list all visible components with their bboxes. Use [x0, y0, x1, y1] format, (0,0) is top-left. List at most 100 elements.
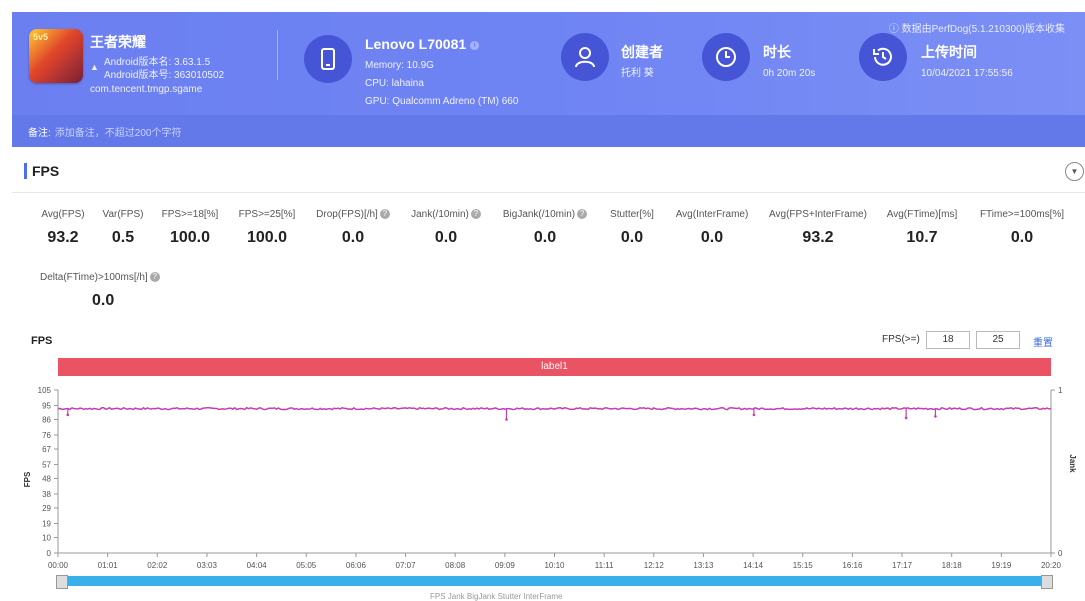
info-icon: ⓘ — [888, 24, 899, 35]
user-icon — [561, 33, 609, 81]
metric-2: Var(FPS) 0.5 — [63, 209, 183, 247]
x-tick-label: 03:03 — [197, 561, 218, 570]
y-tick-label: 86 — [42, 415, 51, 424]
remark-bar: 备注: 添加备注，不超过200个字符 — [12, 115, 1085, 147]
section-divider — [12, 192, 1085, 193]
fps-threshold-high-input[interactable]: 25 — [976, 331, 1020, 349]
report-header: ⓘ 数据由PerfDog(5.1.210300)版本收集 5v5 王者荣耀 ▲ … — [12, 12, 1085, 147]
x-tick-label: 01:01 — [98, 561, 119, 570]
remark-field[interactable]: 备注: 添加备注，不超过200个字符 — [28, 124, 181, 139]
metric-8: Stutter[%] 0.0 — [572, 209, 692, 247]
metric-value: 0.0 — [700, 229, 724, 246]
fps-dip-point — [904, 416, 908, 420]
help-icon[interactable]: ? — [149, 272, 160, 283]
help-icon[interactable]: ? — [470, 209, 481, 220]
fps-dip-point — [505, 418, 508, 421]
scroll-handle-right[interactable] — [1041, 575, 1053, 589]
x-tick-label: 00:00 — [48, 561, 69, 570]
fps-threshold-low-input[interactable]: 18 — [926, 331, 970, 349]
label-bar[interactable]: label1 — [58, 358, 1051, 376]
x-tick-label: 09:09 — [495, 561, 516, 570]
metric-13: Delta(FTime)>100ms[/h]? 0.0 — [40, 272, 160, 310]
chart-legend: FPS Jank BigJank Stutter InterFrame — [430, 592, 563, 601]
metric-value: 0.5 — [111, 229, 135, 246]
x-tick-label: 16:16 — [842, 561, 863, 570]
metric-value: 93.2 — [47, 229, 79, 246]
app-package: com.tencent.tmgp.sgame — [90, 84, 203, 95]
metric-5: Drop(FPS)[/h]? 0.0 — [293, 209, 413, 247]
metric-label: Avg(FPS+InterFrame) — [769, 209, 867, 220]
clock-icon — [702, 33, 750, 81]
x-tick-label: 12:12 — [644, 561, 665, 570]
metric-3: FPS>=18[%] 100.0 — [130, 209, 250, 247]
metric-1: Avg(FPS) 93.2 — [3, 209, 123, 247]
metric-value: 0.0 — [341, 229, 365, 246]
metric-6: Jank(/10min)? 0.0 — [386, 209, 506, 247]
y-tick-label: 38 — [42, 490, 51, 499]
upload-value: 10/04/2021 17:55:56 — [921, 68, 1013, 79]
phone-icon — [304, 35, 352, 83]
metric-label: Delta(FTime)>100ms[/h]? — [40, 272, 160, 283]
reset-button[interactable]: 重置 — [1033, 338, 1053, 349]
metric-value: 0.0 — [620, 229, 644, 246]
app-version: Android版本名: 3.63.1.5 Android版本号: 3630105… — [104, 57, 225, 81]
y-tick-label: 48 — [42, 474, 51, 483]
duration-title: 时长 — [763, 44, 791, 60]
android-icon: ▲ — [90, 62, 99, 72]
metric-value: 10.7 — [906, 229, 938, 246]
collector-notice: ⓘ 数据由PerfDog(5.1.210300)版本收集 — [888, 24, 1065, 35]
fps-dip-point — [66, 413, 70, 417]
metric-value: 100.0 — [169, 229, 211, 246]
x-tick-label: 13:13 — [693, 561, 714, 570]
upload-title: 上传时间 — [921, 44, 977, 60]
metric-7: BigJank(/10min)? 0.0 — [485, 209, 605, 247]
fps-chart[interactable]: 0 10 19 29 38 48 57 67 76 86 95 105 0 1 00:00 01:01 02:0… — [0, 380, 1085, 575]
x-tick-label: 10:10 — [544, 561, 565, 570]
y2-axis-label: Jank — [1068, 454, 1077, 473]
help-icon[interactable]: ? — [379, 209, 390, 220]
creator-title: 创建者 — [621, 44, 663, 60]
metric-12: FTime>=100ms[%] 0.0 — [962, 209, 1082, 247]
y-tick-label: 105 — [38, 386, 52, 395]
history-icon — [859, 33, 907, 81]
chevron-down-icon[interactable]: ▼ — [1065, 162, 1084, 181]
metric-value: 0.0 — [1010, 229, 1034, 246]
timeline-scrollbar[interactable] — [56, 575, 1053, 589]
x-tick-label: 20:20 — [1041, 561, 1062, 570]
y-tick-label: 10 — [42, 533, 51, 542]
x-tick-label: 15:15 — [793, 561, 814, 570]
y-tick-label: 19 — [42, 520, 51, 529]
metric-label: Jank(/10min)? — [386, 209, 506, 220]
y-tick-label: 0 — [47, 549, 52, 558]
section-title: FPS — [24, 163, 59, 179]
metric-label: Drop(FPS)[/h]? — [293, 209, 413, 220]
metric-4: FPS>=25[%] 100.0 — [207, 209, 327, 247]
header-divider — [277, 30, 278, 80]
device-name: Lenovo L70081 i — [365, 36, 480, 52]
metric-label: Var(FPS) — [102, 209, 144, 220]
metric-value: 0.0 — [92, 292, 115, 309]
scroll-handle-left[interactable] — [56, 575, 68, 589]
fps-series-line — [57, 406, 1052, 411]
metric-10: Avg(FPS+InterFrame) 93.2 — [758, 209, 878, 247]
metric-label: Stutter[%] — [610, 209, 654, 220]
duration-value: 0h 20m 20s — [763, 68, 816, 79]
remark-placeholder[interactable]: 添加备注，不超过200个字符 — [54, 128, 182, 139]
y-tick-label: 95 — [42, 402, 51, 411]
fps-threshold-label: FPS(>=) — [882, 334, 920, 345]
x-tick-label: 04:04 — [247, 561, 268, 570]
y2-tick-label: 0 — [1058, 549, 1063, 558]
chart-title: FPS — [31, 335, 53, 347]
fps-dip-point — [934, 415, 937, 418]
x-tick-label: 17:17 — [892, 561, 913, 570]
creator-value: 托利 葵 — [621, 68, 654, 79]
metric-9: Avg(InterFrame) 0.0 — [652, 209, 772, 247]
x-tick-label: 18:18 — [942, 561, 963, 570]
metric-value: 0.0 — [434, 229, 458, 246]
metric-label: FPS>=25[%] — [238, 209, 296, 220]
y-tick-label: 76 — [42, 431, 51, 440]
metric-label: FTime>=100ms[%] — [979, 209, 1065, 220]
device-info-icon[interactable]: i — [470, 40, 480, 50]
x-tick-label: 05:05 — [296, 561, 317, 570]
help-icon[interactable]: ? — [577, 209, 588, 220]
